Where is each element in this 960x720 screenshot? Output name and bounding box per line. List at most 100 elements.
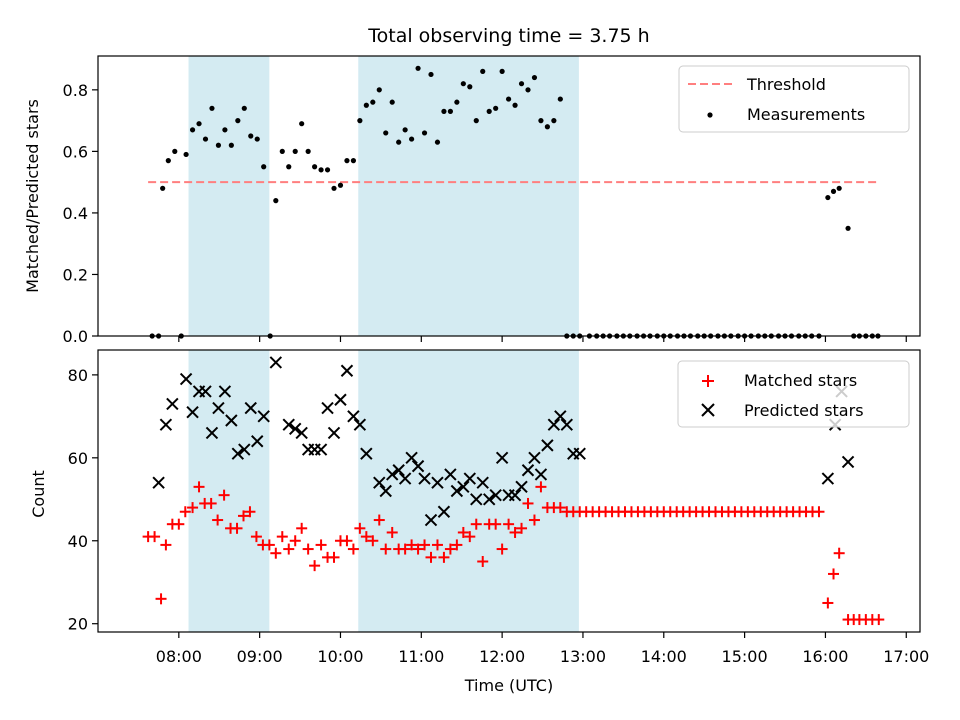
top-y-tick-label: 0.8 <box>63 81 88 100</box>
predicted-star-point <box>411 459 425 473</box>
predicted-star-point <box>186 405 199 419</box>
matched-star-point <box>237 510 249 522</box>
measurement-point <box>396 139 402 145</box>
matched-star-point <box>155 593 167 605</box>
matched-star-point <box>516 522 528 534</box>
x-tick-label: 12:00 <box>479 647 525 666</box>
bottom-y-axis-label: Count <box>29 470 48 518</box>
measurement-point <box>836 185 842 191</box>
matched-star-point <box>328 551 340 563</box>
matched-star-point <box>464 531 476 543</box>
predicted-star-point <box>231 447 245 460</box>
top-x-ticks <box>178 336 907 342</box>
measurement-point <box>305 148 311 154</box>
top-panel: 0.0 0.2 0.4 0.6 0.8 Total observing time = 3… <box>23 25 921 346</box>
measurement-point <box>183 151 189 158</box>
predicted-legend-swatch <box>701 403 715 417</box>
predicted-star-point <box>424 513 438 527</box>
matched-star-point <box>828 568 840 580</box>
matched-star-point <box>444 543 456 555</box>
predicted-star-point <box>251 435 264 448</box>
matched-star-point <box>347 543 359 555</box>
measurement-point <box>292 148 298 154</box>
predicted-star-point <box>327 426 341 440</box>
chart-title: Total observing time = 3.75 h <box>367 25 649 47</box>
predicted-star-point <box>450 484 464 498</box>
measurement-point <box>512 102 518 108</box>
measurement-point <box>241 105 247 111</box>
top-y-tick-label: 0.4 <box>63 204 88 223</box>
predicted-star-point <box>437 505 451 518</box>
measurement-point <box>421 130 428 136</box>
measurement-point <box>286 164 292 170</box>
matched-star-point <box>412 543 424 555</box>
matched-star-point <box>873 614 885 626</box>
measurement-point <box>499 68 505 74</box>
predicted-star-point <box>159 418 173 431</box>
top-shaded-spans <box>188 56 579 336</box>
measurement-point <box>486 108 492 114</box>
matched-star-point <box>380 543 392 555</box>
measurement-point <box>531 74 538 81</box>
measurement-point <box>518 81 525 87</box>
matched-star-point <box>283 543 295 555</box>
matched-star-point <box>231 522 243 534</box>
measurement-point <box>254 136 260 142</box>
predicted-star-point <box>244 401 257 415</box>
predicted-star-point <box>152 476 165 489</box>
top-shaded-span-1 <box>188 56 270 336</box>
measurement-point <box>160 185 166 191</box>
bottom-shaded-span-1 <box>188 350 270 632</box>
matched-star-point <box>535 481 547 493</box>
matched-star-point <box>451 539 463 551</box>
matched-star-point <box>490 518 502 530</box>
predicted-star-point <box>521 464 535 477</box>
predicted-star-point <box>470 493 483 506</box>
predicted-star-point <box>199 385 212 398</box>
matched-star-point <box>833 547 845 559</box>
matched-star-point <box>386 526 398 538</box>
matched-star-point <box>425 551 437 563</box>
measurement-point <box>370 99 376 105</box>
predicted-star-point <box>205 426 219 440</box>
predicted-star-point <box>431 476 444 489</box>
measurement-point <box>172 148 178 154</box>
predicted-star-point <box>179 372 193 386</box>
measurement-point <box>383 130 389 136</box>
matched-legend-label: Matched stars <box>744 371 857 390</box>
predicted-star-point <box>841 455 855 469</box>
measurement-point <box>228 142 234 148</box>
predicted-star-point <box>385 468 399 481</box>
predicted-star-point <box>418 472 431 485</box>
measurement-point <box>357 118 363 124</box>
measurement-point <box>312 164 318 170</box>
measurement-point <box>409 136 415 142</box>
predicted-star-point <box>238 443 251 456</box>
bottom-y-tick-label: 20 <box>68 615 88 634</box>
measurement-point <box>344 158 350 164</box>
bottom-y-tick-label: 40 <box>68 532 88 551</box>
predicted-star-point <box>289 422 302 436</box>
measurement-point <box>273 198 279 204</box>
matched-star-point <box>244 506 256 518</box>
predicted-star-point <box>821 472 835 485</box>
matched-star-point <box>522 497 534 509</box>
measurement-point <box>215 142 222 148</box>
measurement-point <box>324 167 331 173</box>
predicted-star-point <box>392 464 405 477</box>
predicted-star-point <box>218 385 232 398</box>
predicted-star-point <box>541 439 554 452</box>
predicted-star-point <box>508 488 522 502</box>
matched-star-point <box>373 514 385 526</box>
matched-star-point <box>187 502 199 514</box>
x-tick-label: 13:00 <box>560 647 606 666</box>
predicted-star-point <box>360 447 373 460</box>
measurement-point <box>235 118 241 124</box>
bottom-legend: Matched stars Predicted stars <box>677 360 910 428</box>
predicted-star-point <box>373 476 386 489</box>
matched-star-point <box>296 522 308 534</box>
predicted-star-point <box>257 410 270 423</box>
measurement-point <box>557 96 563 102</box>
top-y-tick-label: 0.0 <box>63 327 88 346</box>
measurement-point <box>196 121 202 127</box>
